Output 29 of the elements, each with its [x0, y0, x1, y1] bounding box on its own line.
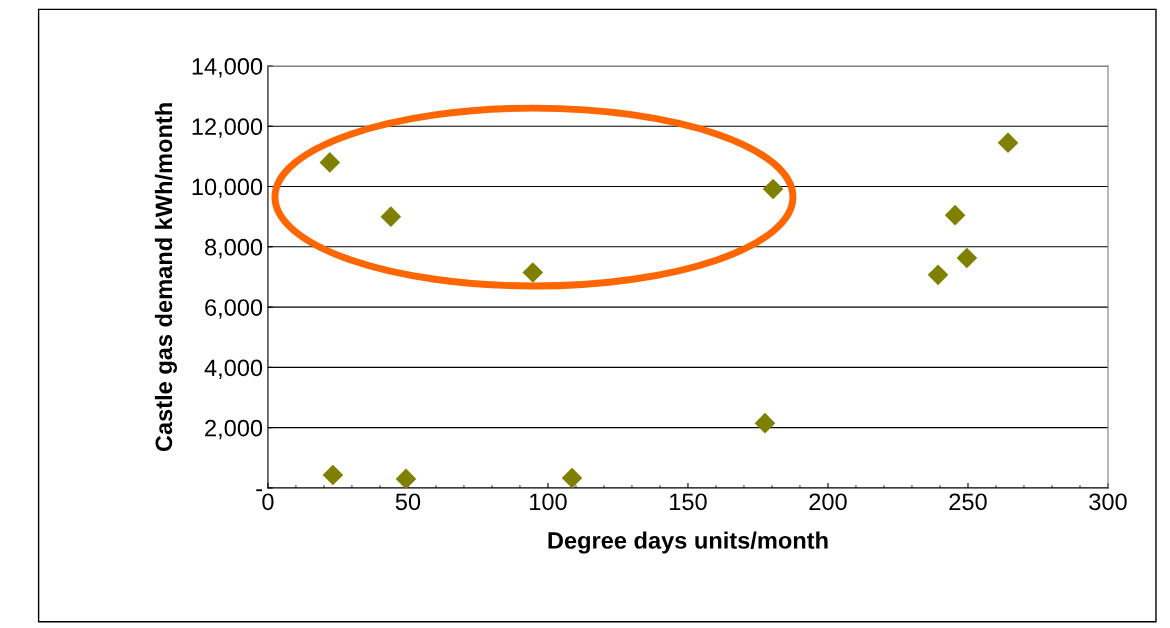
point	[754, 412, 776, 434]
point	[522, 262, 544, 283]
x-tick-label: 150	[670, 493, 707, 511]
y-tick-label: 4,000	[204, 359, 263, 379]
point	[395, 468, 417, 488]
x-tick-label: 100	[530, 493, 567, 511]
x-axis-title: Degree days units/month	[548, 531, 828, 554]
point	[997, 132, 1019, 154]
y-tick-label: 10,000	[192, 178, 263, 199]
point	[944, 204, 966, 226]
point	[322, 464, 344, 486]
x-tick-label: 50	[395, 493, 421, 511]
y-tick-label: 2,000	[205, 419, 263, 440]
point	[380, 206, 402, 227]
point	[762, 178, 784, 200]
y-tick-label: 14,000	[192, 58, 263, 78]
y-tick-label: 6,000	[205, 299, 263, 319]
y-tick-label: 8,000	[205, 238, 263, 259]
point	[561, 467, 583, 488]
x-tick-label: 300	[1089, 493, 1127, 511]
y-tick-label: -	[256, 489, 263, 492]
x-tick-label: 200	[809, 493, 847, 511]
y-axis-title: Castle gas demand kWh/month	[154, 103, 177, 452]
point	[319, 152, 341, 173]
x-tick-label: 0	[262, 493, 274, 511]
point	[956, 247, 978, 269]
point	[927, 264, 949, 286]
x-tick-label: 250	[949, 493, 987, 511]
y-tick-label: 12,000	[192, 118, 263, 138]
